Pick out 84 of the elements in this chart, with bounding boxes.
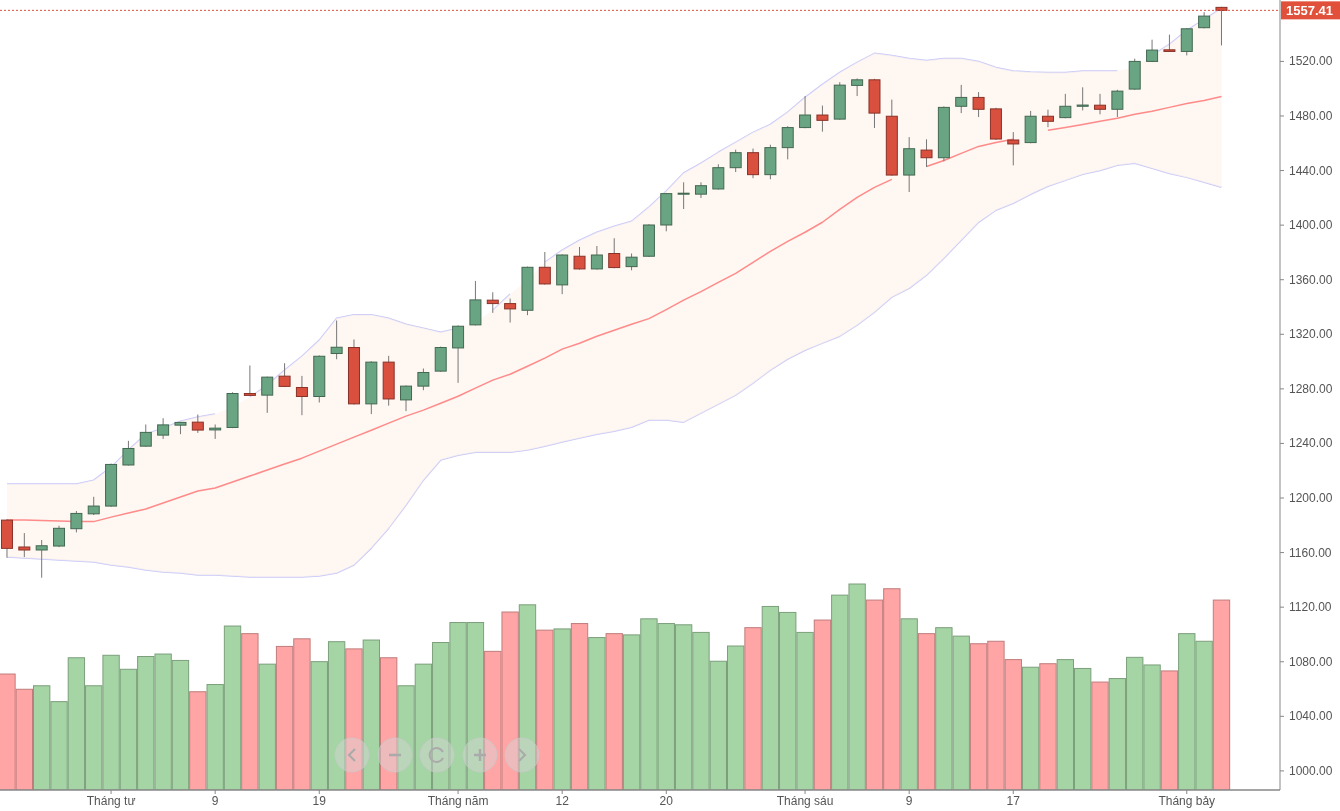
candlestick: [139, 423, 152, 448]
candlestick: [295, 375, 308, 416]
candlestick: [590, 245, 603, 271]
candlestick: [972, 91, 985, 118]
bar: [1021, 666, 1040, 790]
bar: [570, 623, 589, 790]
bar: [1091, 681, 1109, 790]
y-tick-label: 1080.00: [1289, 654, 1333, 669]
candlestick: [1076, 86, 1089, 111]
y-tick-label: 1320.00: [1289, 327, 1333, 342]
candlestick: [781, 125, 794, 160]
candlestick: [1094, 93, 1107, 115]
candlestick: [330, 320, 343, 360]
candlestick: [400, 384, 413, 412]
candlestick: [573, 246, 586, 271]
bar: [258, 663, 276, 790]
bar: [189, 691, 207, 790]
x-tick-label: 19: [312, 794, 327, 808]
y-tick-label: 1160.00: [1289, 545, 1332, 560]
bar: [588, 637, 606, 790]
y-tick-label: 1000.00: [1289, 763, 1333, 778]
x-tick-label: Tháng tư: [86, 794, 136, 808]
candlestick: [1059, 93, 1072, 119]
y-tick-label: 1280.00: [1289, 381, 1333, 396]
candlestick: [157, 417, 170, 440]
bar: [362, 639, 380, 790]
bar: [1212, 599, 1231, 790]
candlestick: [35, 539, 48, 579]
y-tick-label: 1200.00: [1289, 491, 1333, 506]
candlestick: [70, 510, 83, 533]
y-tick-label: 1440.00: [1289, 163, 1333, 178]
bar: [917, 633, 936, 790]
bar: [900, 618, 918, 790]
bar: [744, 627, 762, 790]
candlestick: [191, 414, 204, 434]
candlestick: [920, 138, 933, 168]
y-tick-label: 1120.00: [1289, 600, 1332, 615]
bar: [241, 633, 259, 790]
x-tick-label: 20: [659, 794, 674, 808]
bar: [1160, 670, 1179, 790]
y-tick-label: 1360.00: [1289, 272, 1333, 287]
candlestick: [243, 365, 256, 397]
candlestick: [417, 368, 430, 391]
candlestick: [87, 496, 100, 516]
candlestick: [677, 181, 690, 210]
candlestick: [1041, 109, 1054, 128]
candlestick: [816, 105, 829, 133]
x-tick-label: 17: [1006, 794, 1021, 808]
y-tick-label: 1240.00: [1289, 436, 1333, 451]
x-tick-label: 9: [211, 794, 219, 808]
candlestick: [955, 84, 968, 114]
candlestick: [261, 376, 274, 414]
candlestick: [452, 324, 465, 384]
candlestick: [122, 440, 135, 467]
y-tick-label: 1040.00: [1289, 709, 1333, 724]
candlestick: [712, 163, 725, 191]
candlestick: [799, 95, 812, 129]
bar: [1039, 663, 1057, 790]
x-tick-label: 9: [905, 794, 913, 808]
candlestick: [486, 291, 499, 314]
x-tick-label: 12: [555, 794, 570, 808]
bar: [605, 633, 623, 790]
candlestick: [729, 149, 742, 173]
ref-line-label: 1557.41: [1286, 2, 1333, 18]
y-tick-label: 1400.00: [1289, 218, 1333, 233]
y-tick-label: 1520.00: [1289, 54, 1333, 69]
x-tick-label: Tháng bảy: [1158, 794, 1216, 808]
candlestick: [538, 251, 551, 286]
x-tick-label: Tháng sáu: [776, 794, 834, 808]
candlestick: [434, 346, 447, 373]
bar: [536, 629, 554, 790]
candlestick: [747, 148, 760, 179]
candlestick: [1111, 89, 1124, 118]
candlestick: [18, 532, 31, 558]
x-tick-label: Tháng năm: [427, 794, 489, 808]
line-series: [6, 162, 1223, 578]
bar: [813, 619, 832, 790]
candlestick: [1180, 27, 1193, 56]
candlestick: [851, 77, 864, 97]
bar: [553, 628, 571, 790]
candlestick: [1007, 131, 1020, 166]
y-tick-label: 1480.00: [1289, 108, 1333, 123]
candlestick: [608, 237, 621, 269]
candlestick: [504, 298, 517, 324]
